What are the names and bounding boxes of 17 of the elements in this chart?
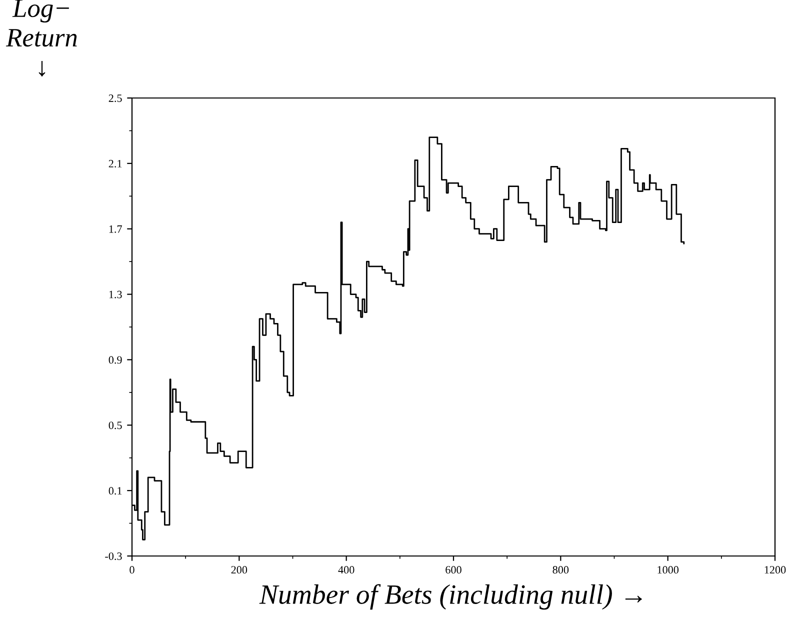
y-tick-label: 2.5 xyxy=(108,94,122,102)
x-tick-label: 800 xyxy=(552,566,569,574)
x-tick-label: 200 xyxy=(231,566,248,574)
y-tick-label: -0.3 xyxy=(105,552,122,560)
x-tick-label: 400 xyxy=(338,566,354,574)
y-axis-title: Log− Return ↓ xyxy=(6,0,77,77)
y-tick-label: 1.7 xyxy=(109,225,122,233)
y-tick-label: 2.1 xyxy=(108,160,122,168)
x-axis-title: Number of Bets (including null) → xyxy=(259,584,642,610)
y-tick-label: 1.3 xyxy=(109,290,122,298)
x-tick-label: 0 xyxy=(130,566,134,574)
x-tick-label: 1000 xyxy=(658,566,679,574)
x-tick-label: 1200 xyxy=(764,566,786,574)
y-tick-label: 0.1 xyxy=(108,487,122,495)
y-tick-label: 0.9 xyxy=(108,356,122,364)
x-tick-label: 600 xyxy=(446,566,462,574)
y-tick-label: 0.5 xyxy=(108,422,122,430)
